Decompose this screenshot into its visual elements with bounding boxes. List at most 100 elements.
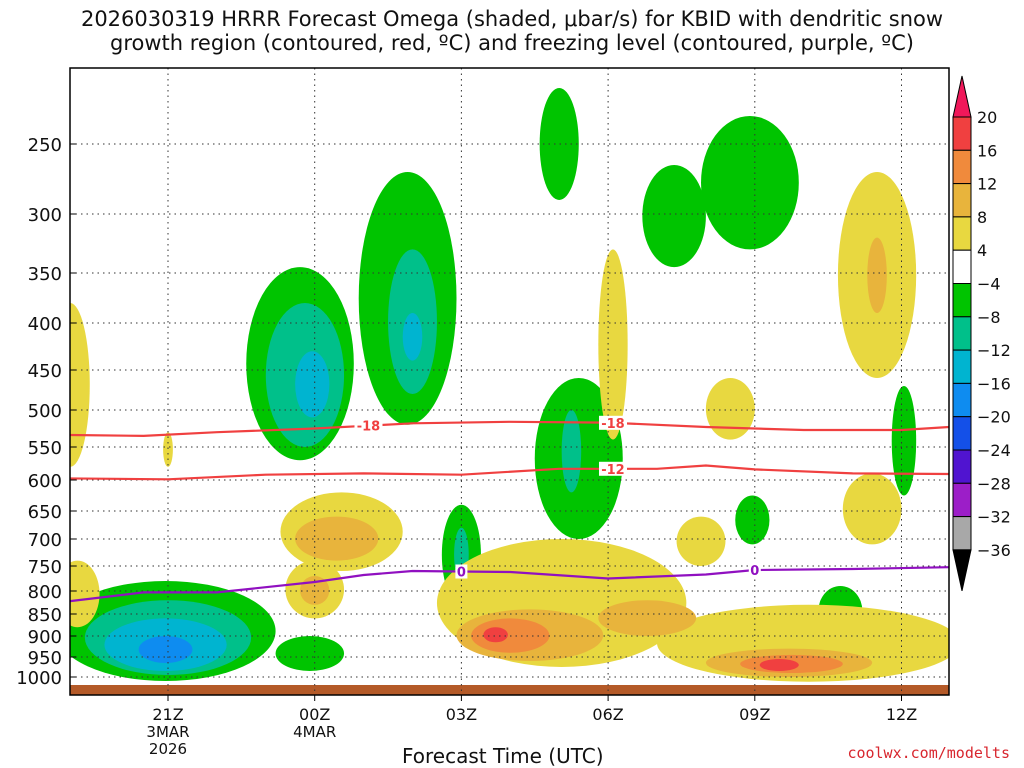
colorbar-segment-6 xyxy=(952,283,972,318)
dgz-minus18-line xyxy=(70,420,949,438)
y-tick-label-250: 250 xyxy=(28,135,62,156)
colorbar-label-4: 4 xyxy=(977,241,987,260)
dgz-minus18-label: -18 xyxy=(357,420,381,435)
omega-shaded-fields xyxy=(70,88,949,682)
omega-region-minus16 xyxy=(138,636,193,663)
colorbar-segment-8 xyxy=(952,349,972,384)
omega-region-plus4 xyxy=(70,303,90,467)
freezing-level-label: 0 xyxy=(750,564,759,579)
dgz-minus12-line xyxy=(70,464,949,481)
omega-region-plus8 xyxy=(867,237,887,313)
omega-region-minus4 xyxy=(642,165,706,268)
terrain-band xyxy=(70,685,949,695)
omega-region-minus8 xyxy=(561,410,582,493)
colorbar-label-2: 12 xyxy=(977,175,997,194)
y-tick-label-650: 650 xyxy=(28,502,62,523)
y-tick-label-1000: 1000 xyxy=(16,668,62,689)
x-tick-label-06Z: 06Z xyxy=(592,705,623,724)
dgz-minus18-label: -18 xyxy=(601,417,625,432)
y-tick-label-450: 450 xyxy=(28,361,62,382)
x-tick-label-12Z: 12Z xyxy=(886,705,917,724)
colorbar-segment-4 xyxy=(952,216,972,251)
x-tick-label-03Z: 03Z xyxy=(446,705,477,724)
y-tick-label-850: 850 xyxy=(28,605,62,626)
y-tick-label-600: 600 xyxy=(28,471,62,492)
colorbar-segment-1 xyxy=(952,116,972,151)
x-tick-date-00Z: 4MAR xyxy=(293,723,336,741)
colorbar-label-8: −16 xyxy=(977,374,1011,393)
colorbar-segment-12 xyxy=(952,482,972,518)
colorbar-label-13: −36 xyxy=(977,541,1011,560)
colorbar-label-10: −24 xyxy=(977,441,1011,460)
y-tick-label-550: 550 xyxy=(28,438,62,459)
y-tick-label-800: 800 xyxy=(28,582,62,603)
omega-region-plus16 xyxy=(759,659,799,671)
colorbar-label-5: −4 xyxy=(977,275,1001,294)
temperature-contours: -18 -18 -12 0 0 xyxy=(70,415,949,603)
pressure-axis: 2503003504004505005506006507007508008509… xyxy=(16,135,76,689)
y-tick-label-950: 950 xyxy=(28,648,62,669)
freezing-level-label-bg xyxy=(748,563,761,577)
colorbar-label-7: −12 xyxy=(977,341,1011,360)
freezing-level-label-bg xyxy=(455,564,468,579)
colorbar-label-12: −32 xyxy=(977,508,1011,527)
colorbar-label-1: 16 xyxy=(977,141,997,160)
dgz-minus18-label-bg xyxy=(598,415,627,430)
dgz-minus12-label: -12 xyxy=(601,463,625,478)
omega-region-plus8 xyxy=(295,516,379,561)
omega-colorbar: 20 16 12 8 4 −4 −8 −12 −16 −20 −24 −28 −32 −36 xyxy=(952,75,1011,592)
y-tick-label-900: 900 xyxy=(28,627,62,648)
y-tick-label-700: 700 xyxy=(28,530,62,551)
colorbar-label-3: 8 xyxy=(977,208,987,227)
colorbar-label-9: −20 xyxy=(977,408,1011,427)
omega-region-plus4 xyxy=(705,378,755,440)
x-tick-label-00Z: 00Z xyxy=(299,705,330,724)
terrain-layer xyxy=(70,685,949,695)
omega-region-minus12 xyxy=(295,351,330,418)
omega-region-plus4 xyxy=(598,249,628,440)
omega-region-plus4 xyxy=(676,516,726,566)
colorbar-label-11: −28 xyxy=(977,474,1011,493)
chart-title-line-1: 2026030319 HRRR Forecast Omega (shaded, … xyxy=(80,7,944,31)
colorbar-top-arrow xyxy=(952,75,972,118)
x-tick-label-09Z: 09Z xyxy=(739,705,770,724)
y-tick-label-400: 400 xyxy=(28,314,62,335)
omega-region-plus4 xyxy=(163,432,173,467)
y-tick-label-750: 750 xyxy=(28,557,62,578)
chart-title-line-2: growth region (contoured, red, ºC) and f… xyxy=(110,31,914,55)
y-tick-label-500: 500 xyxy=(28,401,62,422)
dgz-minus12-label-bg xyxy=(598,461,627,476)
y-tick-label-350: 350 xyxy=(28,264,62,285)
omega-region-plus8 xyxy=(598,600,697,636)
colorbar-segment-10 xyxy=(952,416,972,451)
omega-region-minus4 xyxy=(735,495,770,545)
colorbar-segment-9 xyxy=(952,382,972,418)
x-tick-year-21Z: 2026 xyxy=(149,740,187,758)
omega-region-minus4 xyxy=(275,636,345,671)
dgz-minus18-label-bg xyxy=(354,418,383,433)
omega-region-minus12 xyxy=(402,313,423,361)
y-tick-label-300: 300 xyxy=(28,205,62,226)
x-axis-label: Forecast Time (UTC) xyxy=(402,744,604,768)
omega-region-minus4 xyxy=(701,116,799,250)
x-tick-label-21Z: 21Z xyxy=(152,705,183,724)
omega-region-plus4 xyxy=(842,473,902,545)
colorbar-segment-2 xyxy=(952,149,972,185)
credit-text: coolwx.com/modelts xyxy=(847,744,1010,762)
omega-region-plus4 xyxy=(70,560,100,628)
freezing-level-label: 0 xyxy=(457,566,466,581)
omega-region-minus4 xyxy=(891,386,917,496)
plot-frame xyxy=(69,67,950,696)
omega-region-plus16 xyxy=(483,627,508,643)
grid-lines xyxy=(70,68,949,695)
colorbar-segment-3 xyxy=(952,183,972,218)
colorbar-bottom-arrow xyxy=(952,549,972,592)
colorbar-segment-13 xyxy=(952,516,972,551)
x-tick-date-21Z: 3MAR xyxy=(146,723,189,741)
omega-region-minus4 xyxy=(539,88,579,200)
colorbar-label-0: 20 xyxy=(977,108,997,127)
colorbar-segment-5 xyxy=(952,249,972,284)
colorbar-label-6: −8 xyxy=(977,308,1001,327)
